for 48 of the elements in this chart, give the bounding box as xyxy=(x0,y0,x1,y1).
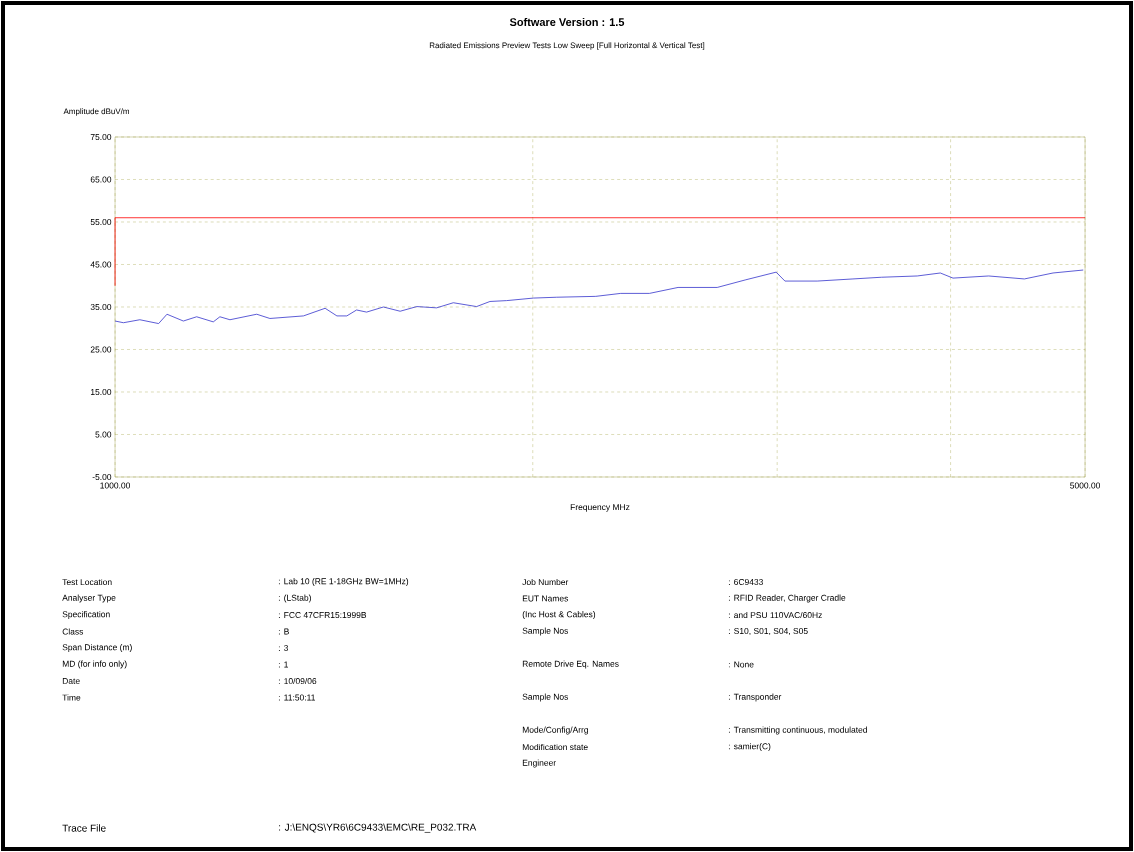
text: Engineer xyxy=(522,759,556,768)
text: Analyser Type xyxy=(62,594,116,603)
text: : None xyxy=(728,661,754,668)
text: : 11:50:11 xyxy=(278,694,315,701)
text: (Inc Host & Cables) xyxy=(522,611,596,619)
text: Trace File xyxy=(62,824,106,832)
y-tick-label: 75.00 xyxy=(90,134,112,140)
text: : Transmitting continuous, modulated xyxy=(728,726,867,735)
y-tick-label: 15.00 xyxy=(90,389,112,395)
x-axis-title: Frequency MHz xyxy=(570,504,630,512)
text: : and PSU 110VAC/60Hz xyxy=(728,611,822,619)
text: Time xyxy=(62,694,81,701)
text: : 6C9433 xyxy=(728,579,763,585)
text: : 3 xyxy=(278,645,289,651)
text: : FCC 47CFR15:1999B xyxy=(278,612,367,618)
text: Remote Drive Eq. Names xyxy=(522,660,619,669)
text: : Lab 10 (RE 1-18GHz BW=1MHz) xyxy=(278,578,409,586)
text: MD (for info only) xyxy=(62,660,127,669)
text: Span Distance (m) xyxy=(62,644,132,652)
text: : (LStab) xyxy=(278,594,311,603)
text: : J:\ENQS\YR6\6C9433\EMC\RE_P032.TRA xyxy=(279,823,477,833)
x-tick-label: 5000.00 xyxy=(1070,482,1101,489)
text: : 10/09/06 xyxy=(278,677,317,685)
text: Class xyxy=(62,628,84,635)
text: : samier(C) xyxy=(728,743,771,751)
text: : Transponder xyxy=(728,693,782,702)
y-tick-label: 65.00 xyxy=(90,176,112,183)
y-tick-label: 5.00 xyxy=(95,431,112,438)
chart-title: Software Version : 1.5 xyxy=(509,17,625,27)
y-tick-label: 25.00 xyxy=(90,346,112,353)
text: Specification xyxy=(62,611,110,619)
y-tick-label: 45.00 xyxy=(90,261,112,268)
text: Sample Nos xyxy=(522,693,568,702)
text: : 1 xyxy=(278,661,288,668)
text: EUT Names xyxy=(522,595,568,602)
text: Test Location xyxy=(62,578,112,586)
text: Sample Nos xyxy=(522,627,568,636)
text: : S10, S01, S04, S05 xyxy=(728,628,808,635)
text: Mode/Config/Arrg xyxy=(522,726,589,735)
text: Date xyxy=(62,678,80,684)
text: : B xyxy=(278,628,289,635)
text: : RFID Reader, Charger Cradle xyxy=(728,594,846,603)
y-tick-label: 35.00 xyxy=(90,304,112,310)
text: Job Number xyxy=(522,578,569,586)
x-tick-label: 1000.00 xyxy=(100,482,131,489)
text: Modification state xyxy=(522,743,588,751)
y-tick-label: 55.00 xyxy=(90,219,112,225)
y-tick-label: -5.00 xyxy=(92,474,112,480)
